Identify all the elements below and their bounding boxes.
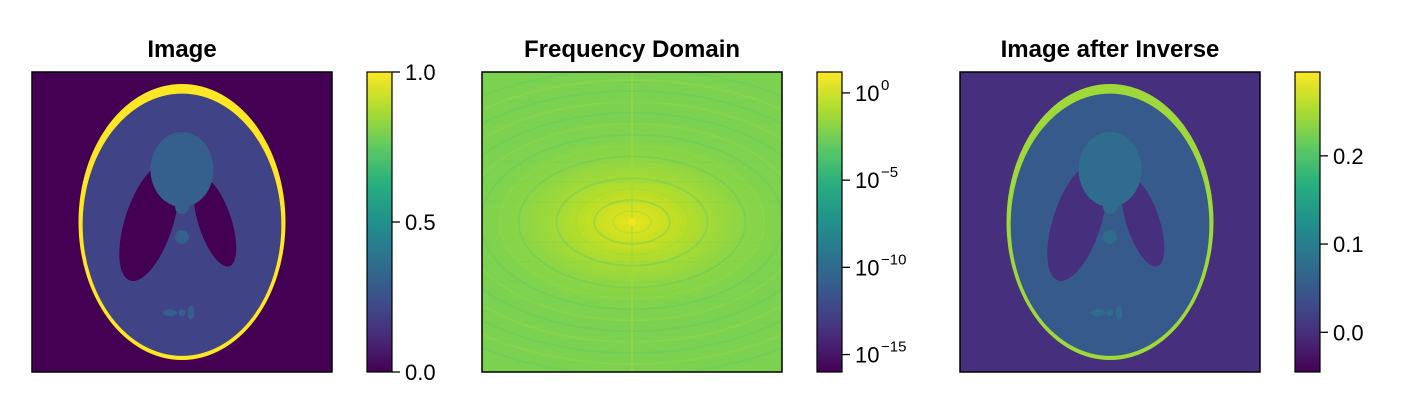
frequency-colorbar-gradient	[816, 71, 843, 373]
inverse-phantom	[1006, 84, 1214, 360]
image-dot-upper	[175, 200, 189, 214]
inverse-dot-middle	[1103, 230, 1117, 244]
image-colorbar: 0.0 0.5 1.0	[366, 60, 436, 385]
image-colorbar-tick-label: 0.5	[405, 210, 436, 235]
frequency-frame	[481, 71, 783, 373]
frequency-ripples	[482, 72, 782, 372]
image-brain	[82, 93, 282, 356]
frequency-colorbar-tick-exponent: −10	[881, 251, 906, 268]
frequency-colorbar-tick-exponent: −5	[881, 164, 898, 181]
inverse-colorbar-gradient	[1294, 71, 1321, 373]
inverse-dot-right	[1115, 305, 1123, 320]
frequency-panel: Frequency Domain	[481, 36, 783, 373]
inverse-top-region	[1078, 132, 1142, 207]
image-panel: Image	[31, 36, 333, 373]
inverse-colorbar: 0.0 0.1 0.2	[1294, 71, 1364, 373]
inverse-dot-upper	[1103, 200, 1117, 214]
inverse-dot-center	[1106, 309, 1114, 317]
image-colorbar-gradient	[366, 71, 393, 373]
image-dot-middle	[175, 230, 189, 244]
inverse-title: Image after Inverse	[1001, 36, 1220, 63]
inverse-frame	[959, 71, 1261, 373]
inverse-colorbar-tick-label: 0.0	[1333, 320, 1364, 345]
image-colorbar-tick-label: 1.0	[405, 60, 436, 85]
frequency-colorbar-tick-label: 10	[855, 343, 879, 368]
frequency-colorbar-tick-exponent: 0	[881, 77, 889, 94]
image-phantom	[78, 84, 286, 360]
inverse-colorbar-ticks: 0.0 0.1 0.2	[1320, 144, 1364, 345]
frequency-dc-peak	[628, 218, 636, 226]
frequency-colorbar-tick-label: 10	[855, 81, 879, 106]
image-colorbar-ticks: 0.0 0.5 1.0	[392, 60, 436, 385]
inverse-colorbar-tick-label: 0.2	[1333, 144, 1364, 169]
frequency-colorbar-tick-label: 10	[855, 168, 879, 193]
inverse-colorbar-tick-label: 0.1	[1333, 232, 1364, 257]
image-dot-right	[187, 305, 195, 320]
frequency-colorbar-tick-exponent: −15	[881, 339, 906, 356]
image-title: Image	[147, 36, 216, 63]
inverse-panel: Image after Inverse	[959, 36, 1261, 373]
frequency-colorbar-tick-label: 10	[855, 255, 879, 280]
inverse-right-ventricle	[1121, 177, 1165, 267]
image-dot-left	[163, 309, 177, 317]
image-top-region	[150, 132, 214, 207]
inverse-brain	[1010, 93, 1210, 356]
image-right-ventricle	[193, 177, 237, 267]
inverse-dot-left	[1091, 309, 1105, 317]
frequency-title: Frequency Domain	[524, 36, 740, 63]
image-colorbar-tick-label: 0.0	[405, 360, 436, 385]
image-frame	[31, 71, 333, 373]
image-dot-center	[178, 309, 186, 317]
